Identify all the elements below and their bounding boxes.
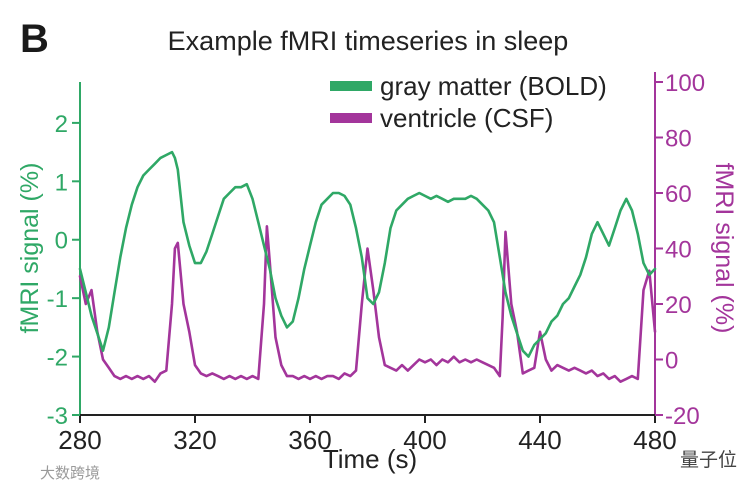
x-tick-label: 280: [58, 425, 101, 455]
panel-letter: B: [20, 17, 49, 61]
y-tick-label-right: 0: [665, 348, 678, 375]
y-tick-label-left: -3: [47, 403, 68, 430]
x-tick-label: 440: [518, 425, 561, 455]
x-axis-label: Time (s): [323, 444, 417, 474]
legend: gray matter (BOLD) ventricle (CSF): [330, 71, 607, 133]
y-tick-label-left: 2: [55, 111, 68, 138]
y-tick-label-left: 0: [55, 228, 68, 255]
x-tick-label: 360: [288, 425, 331, 455]
x-tick-label: 480: [633, 425, 676, 455]
y-tick-label-right: 80: [665, 126, 692, 153]
y-axis-label-right: fMRI signal (%): [710, 163, 738, 334]
y-tick-label-right: 20: [665, 292, 692, 319]
watermark-right: 量子位: [680, 449, 737, 471]
series-line-csf: [78, 225, 657, 384]
y-tick-label-left: -2: [47, 345, 68, 372]
series-line-bold: [78, 150, 657, 358]
y-tick-label-right: 40: [665, 237, 692, 264]
chart-title: Example fMRI timeseries in sleep: [168, 26, 569, 56]
x-tick-label: 400: [403, 425, 446, 455]
y-tick-label-right: -20: [665, 403, 700, 430]
y-tick-label-left: 1: [55, 169, 68, 196]
y-tick-label-right: 100: [665, 70, 705, 97]
y-tick-label-left: -1: [47, 286, 68, 313]
y-tick-label-right: 60: [665, 181, 692, 208]
watermark-left: 大数跨境: [40, 464, 100, 482]
y-axis-label-left: fMRI signal (%): [16, 163, 44, 334]
series-layer: [78, 150, 657, 384]
legend-label-bold: gray matter (BOLD): [380, 71, 607, 101]
x-tick-label: 320: [173, 425, 216, 455]
legend-label-csf: ventricle (CSF): [380, 103, 553, 133]
axes-group: 280 320 360 400 440 480 -3 -2 -1 0 1 2 -20 0 20 40 60 80 1…: [47, 70, 705, 455]
